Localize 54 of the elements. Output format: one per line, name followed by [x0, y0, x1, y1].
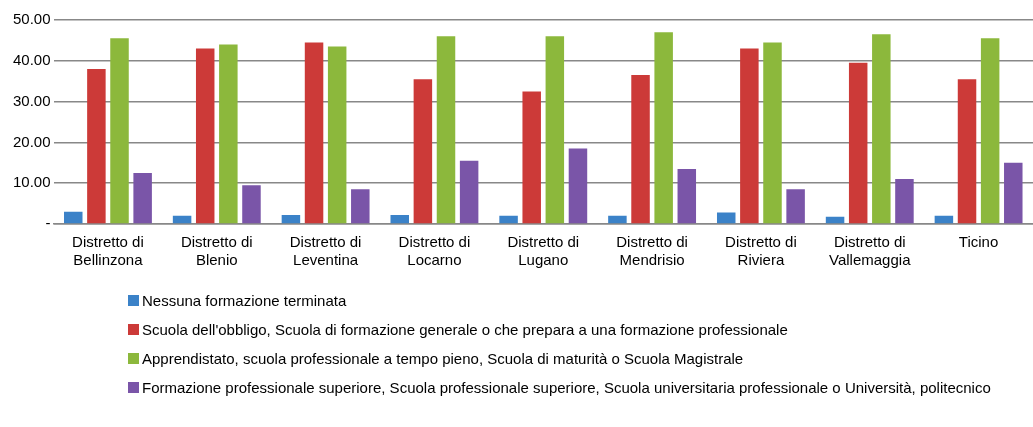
bar [763, 42, 782, 224]
bar [133, 173, 152, 224]
bar [1004, 162, 1023, 224]
x-tick-label: Distretto di Riviera [725, 233, 797, 269]
bar [499, 215, 518, 224]
bar [957, 79, 977, 224]
bar [304, 42, 324, 224]
y-tick-label: 30.00 [12, 91, 51, 109]
bar [390, 215, 409, 224]
bar [872, 34, 891, 224]
bar [740, 48, 759, 224]
y-tick-label: 40.00 [12, 50, 51, 68]
bar [677, 168, 697, 224]
bar [351, 189, 370, 224]
bar [631, 75, 650, 224]
legend-label: Nessuna formazione terminata [142, 292, 347, 309]
bar [172, 215, 192, 224]
y-tick-label: - [45, 214, 51, 232]
bar [459, 160, 479, 224]
bar [522, 91, 541, 224]
bar [195, 48, 215, 224]
legend-label: Apprendistato, scuola professionale a tempo pieno, Scuola di maturità o Scuola Magistrale [142, 350, 744, 367]
bar [568, 148, 588, 224]
x-tick-label: Distretto di Vallemaggia [829, 233, 912, 269]
bar [654, 32, 673, 224]
x-tick-label: Distretto di Lugano [507, 233, 580, 269]
x-tick-label: Distretto di Leventina [289, 233, 362, 269]
bar [895, 179, 914, 224]
x-tick-label: Distretto di Locarno [398, 233, 471, 269]
legend-label: Formazione professionale superiore, Scuola professionale superiore, Scuola universitaria professionale o Università, politecnico [142, 379, 991, 396]
bar [716, 212, 736, 224]
x-tick-label: Distretto di Mendrisio [616, 233, 688, 269]
bar [545, 36, 565, 224]
bar [87, 68, 106, 224]
legend-label: Scuola dell'obbligo, Scuola di formazione generale o che prepara a una formazione professionale [142, 321, 788, 338]
bar [64, 211, 83, 224]
bar [219, 44, 238, 224]
bar [413, 79, 433, 224]
bar [934, 215, 954, 224]
y-tick-label: 10.00 [12, 173, 51, 191]
x-tick-label: Distretto di Blenio [180, 233, 253, 269]
bar [327, 46, 347, 224]
x-tick-label: Distretto di Bellinzona [72, 233, 144, 269]
y-tick-label: 50.00 [12, 10, 51, 28]
bar [110, 38, 129, 224]
y-tick-label: 20.00 [12, 132, 51, 150]
bar [980, 38, 1000, 224]
x-tick-label: Ticino [958, 233, 999, 251]
bar [848, 62, 868, 224]
bar [786, 189, 805, 224]
bar [608, 215, 627, 224]
bar [281, 215, 301, 224]
bar [436, 36, 456, 224]
bar [242, 185, 261, 224]
